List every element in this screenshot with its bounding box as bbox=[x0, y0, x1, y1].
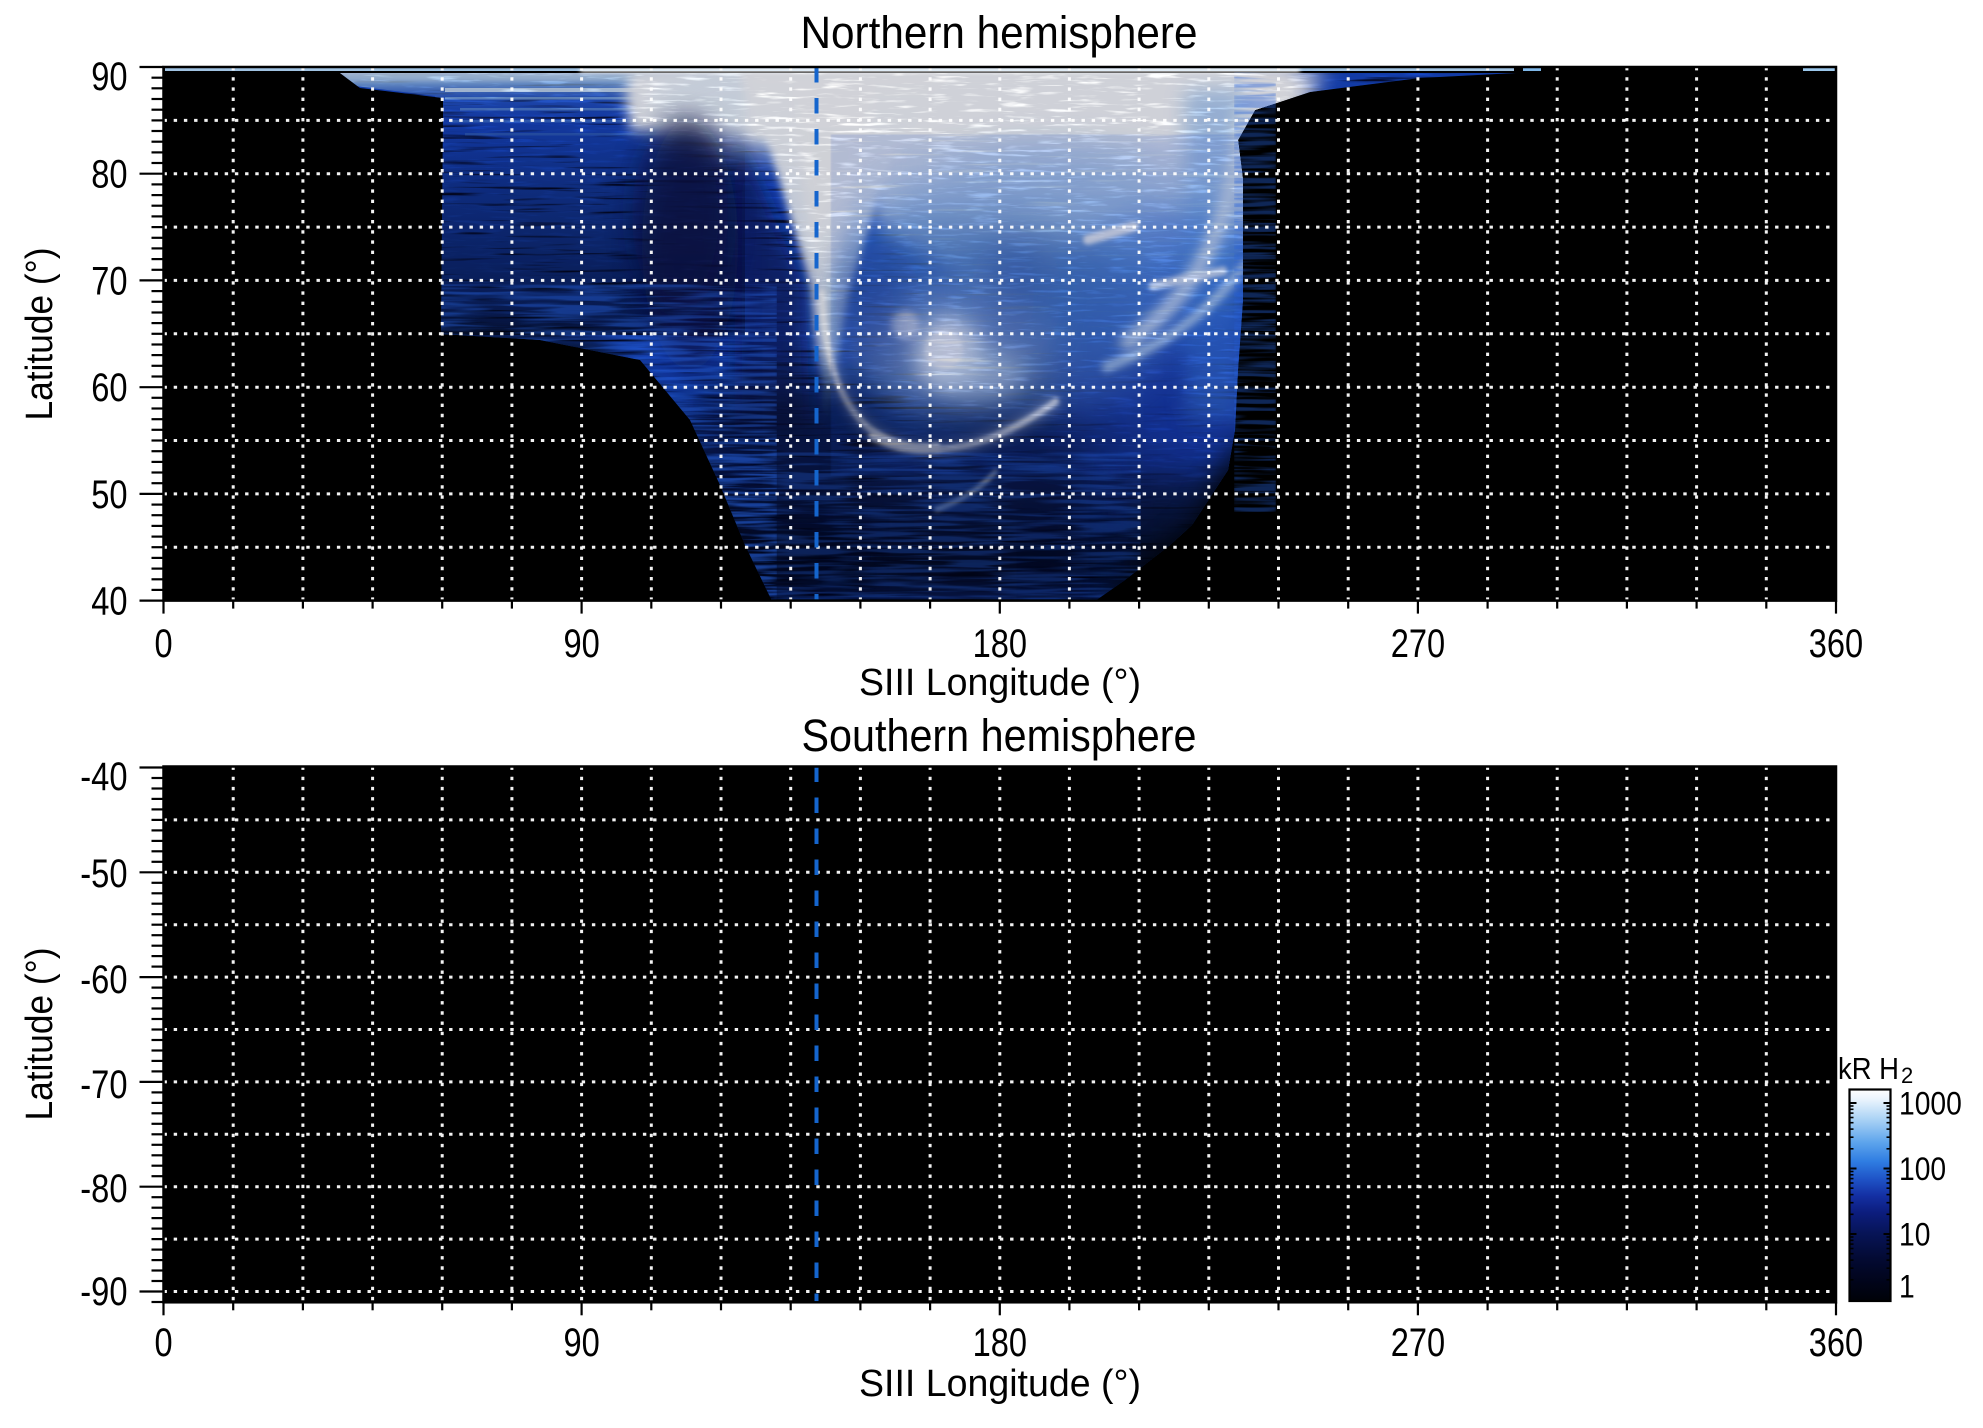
svg-text:SIII Longitude (°): SIII Longitude (°) bbox=[859, 662, 1141, 704]
svg-text:0: 0 bbox=[154, 1321, 172, 1365]
svg-text:-60: -60 bbox=[80, 958, 127, 1002]
svg-text:-90: -90 bbox=[80, 1270, 127, 1314]
svg-text:0: 0 bbox=[154, 622, 172, 666]
svg-text:100: 100 bbox=[1899, 1151, 1946, 1187]
svg-text:180: 180 bbox=[973, 1321, 1027, 1365]
svg-text:1: 1 bbox=[1899, 1269, 1915, 1305]
svg-text:10: 10 bbox=[1899, 1217, 1930, 1253]
svg-text:-70: -70 bbox=[80, 1063, 127, 1107]
svg-text:1000: 1000 bbox=[1899, 1086, 1962, 1122]
svg-text:180: 180 bbox=[973, 622, 1027, 666]
svg-text:Southern hemisphere: Southern hemisphere bbox=[802, 710, 1197, 761]
svg-text:360: 360 bbox=[1809, 1321, 1863, 1365]
svg-text:Northern hemisphere: Northern hemisphere bbox=[801, 7, 1198, 58]
svg-text:Latitude (°): Latitude (°) bbox=[19, 948, 61, 1121]
svg-text:70: 70 bbox=[91, 259, 127, 303]
svg-text:270: 270 bbox=[1391, 622, 1445, 666]
svg-text:Latitude (°): Latitude (°) bbox=[19, 248, 61, 421]
svg-text:-50: -50 bbox=[80, 852, 127, 896]
svg-text:SIII Longitude (°): SIII Longitude (°) bbox=[859, 1363, 1141, 1405]
svg-text:90: 90 bbox=[91, 55, 127, 99]
svg-text:2: 2 bbox=[1901, 1063, 1913, 1088]
svg-text:360: 360 bbox=[1809, 622, 1863, 666]
svg-text:-80: -80 bbox=[80, 1167, 127, 1211]
svg-text:80: 80 bbox=[91, 153, 127, 197]
svg-text:270: 270 bbox=[1391, 1321, 1445, 1365]
svg-text:40: 40 bbox=[91, 580, 127, 624]
svg-text:-40: -40 bbox=[80, 755, 127, 799]
svg-text:90: 90 bbox=[563, 622, 599, 666]
svg-text:50: 50 bbox=[91, 473, 127, 517]
svg-text:kR H: kR H bbox=[1838, 1051, 1899, 1086]
svg-text:90: 90 bbox=[563, 1321, 599, 1365]
svg-text:60: 60 bbox=[91, 366, 127, 410]
